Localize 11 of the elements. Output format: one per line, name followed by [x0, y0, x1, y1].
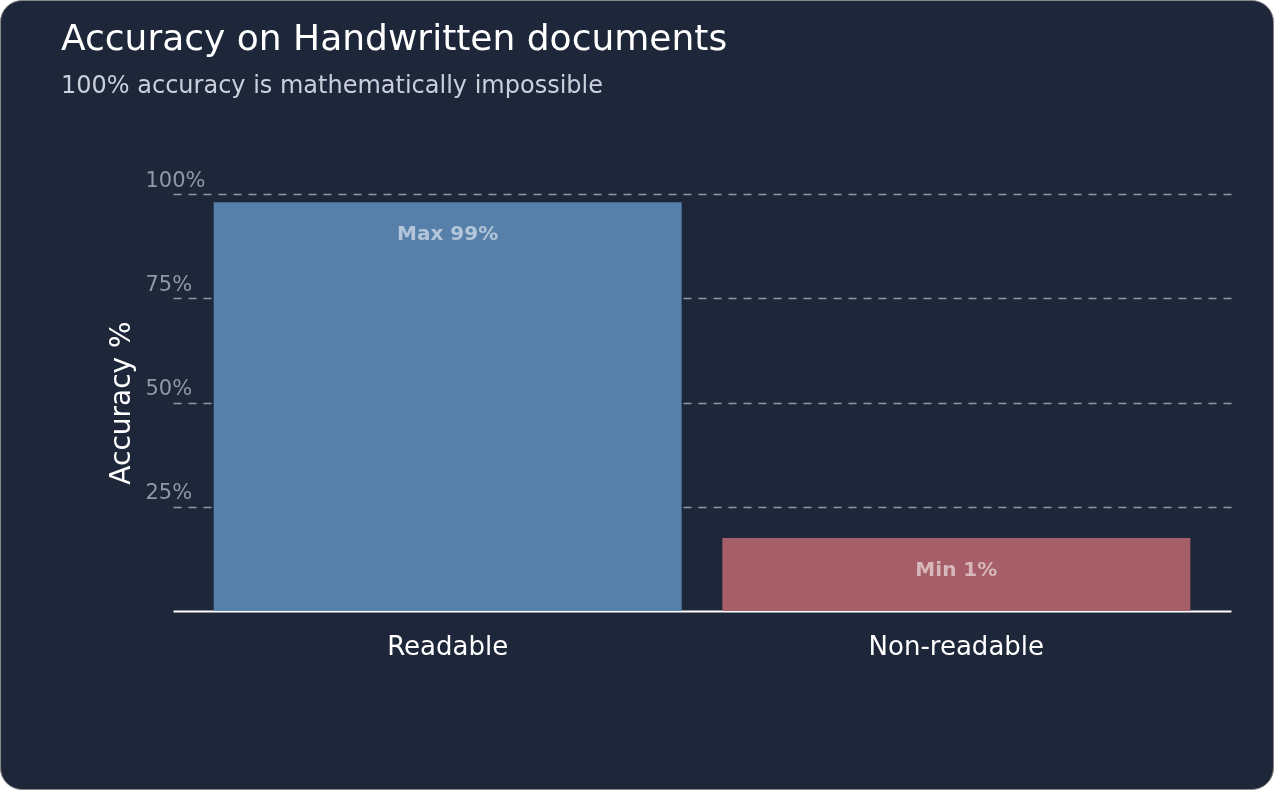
- y-tick-label: 100%: [145, 167, 206, 192]
- annotation: Max 99%: [397, 221, 499, 246]
- annotation: Min 1%: [915, 557, 998, 582]
- y-tick-label: 75%: [145, 271, 193, 296]
- x-tick-label: Non-readable: [868, 630, 1045, 661]
- chart-title: Accuracy on Handwritten documents: [61, 17, 728, 58]
- chart-subtitle: 100% accuracy is mathematically impossible: [61, 71, 603, 99]
- x-tick-label: Readable: [387, 630, 509, 661]
- y-tick-label: 50%: [145, 376, 193, 400]
- y-axis-title: Accuracy %: [103, 321, 137, 485]
- y-tick-label: 25%: [145, 480, 193, 505]
